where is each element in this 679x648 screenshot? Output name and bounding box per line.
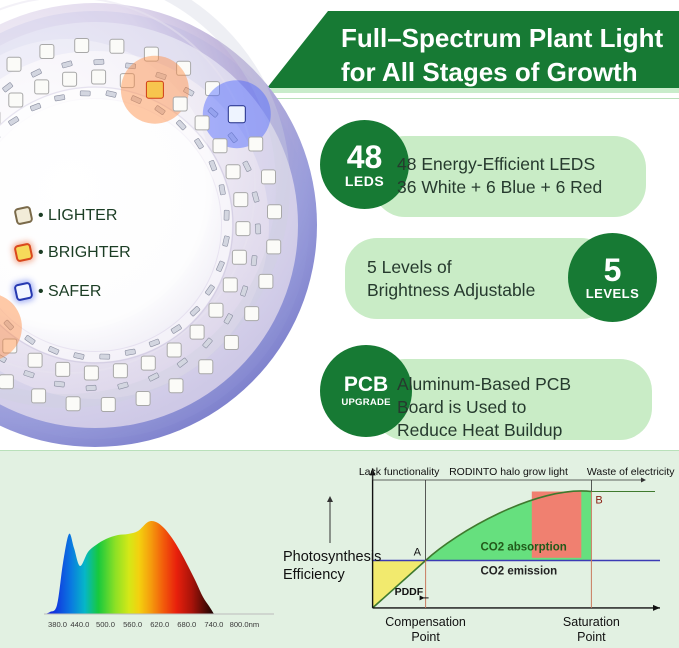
svg-text:680.0: 680.0 [177, 620, 196, 629]
svg-text:B: B [595, 495, 602, 507]
svg-text:560.0: 560.0 [123, 620, 142, 629]
svg-text:620.0: 620.0 [150, 620, 169, 629]
svg-text:500.0: 500.0 [96, 620, 115, 629]
svg-text:Lack functionality: Lack functionality [359, 466, 440, 478]
svg-text:Point: Point [577, 630, 606, 644]
svg-text:Saturation: Saturation [563, 615, 620, 629]
svg-text:A: A [414, 547, 422, 559]
svg-text:Compensation: Compensation [385, 615, 466, 629]
svg-text:RODINTO halo grow light: RODINTO halo grow light [449, 466, 568, 478]
svg-text:800.0nm: 800.0nm [230, 620, 260, 629]
svg-text:CO2 emission: CO2 emission [481, 566, 558, 578]
svg-text:440.0: 440.0 [70, 620, 89, 629]
svg-text:CO2 absorption: CO2 absorption [481, 542, 567, 554]
svg-text:Point: Point [411, 630, 440, 644]
svg-text:740.0: 740.0 [204, 620, 223, 629]
svg-text:380.0: 380.0 [48, 620, 67, 629]
svg-text:Waste of electricity: Waste of electricity [587, 466, 675, 478]
svg-text:PDDF: PDDF [395, 586, 424, 598]
